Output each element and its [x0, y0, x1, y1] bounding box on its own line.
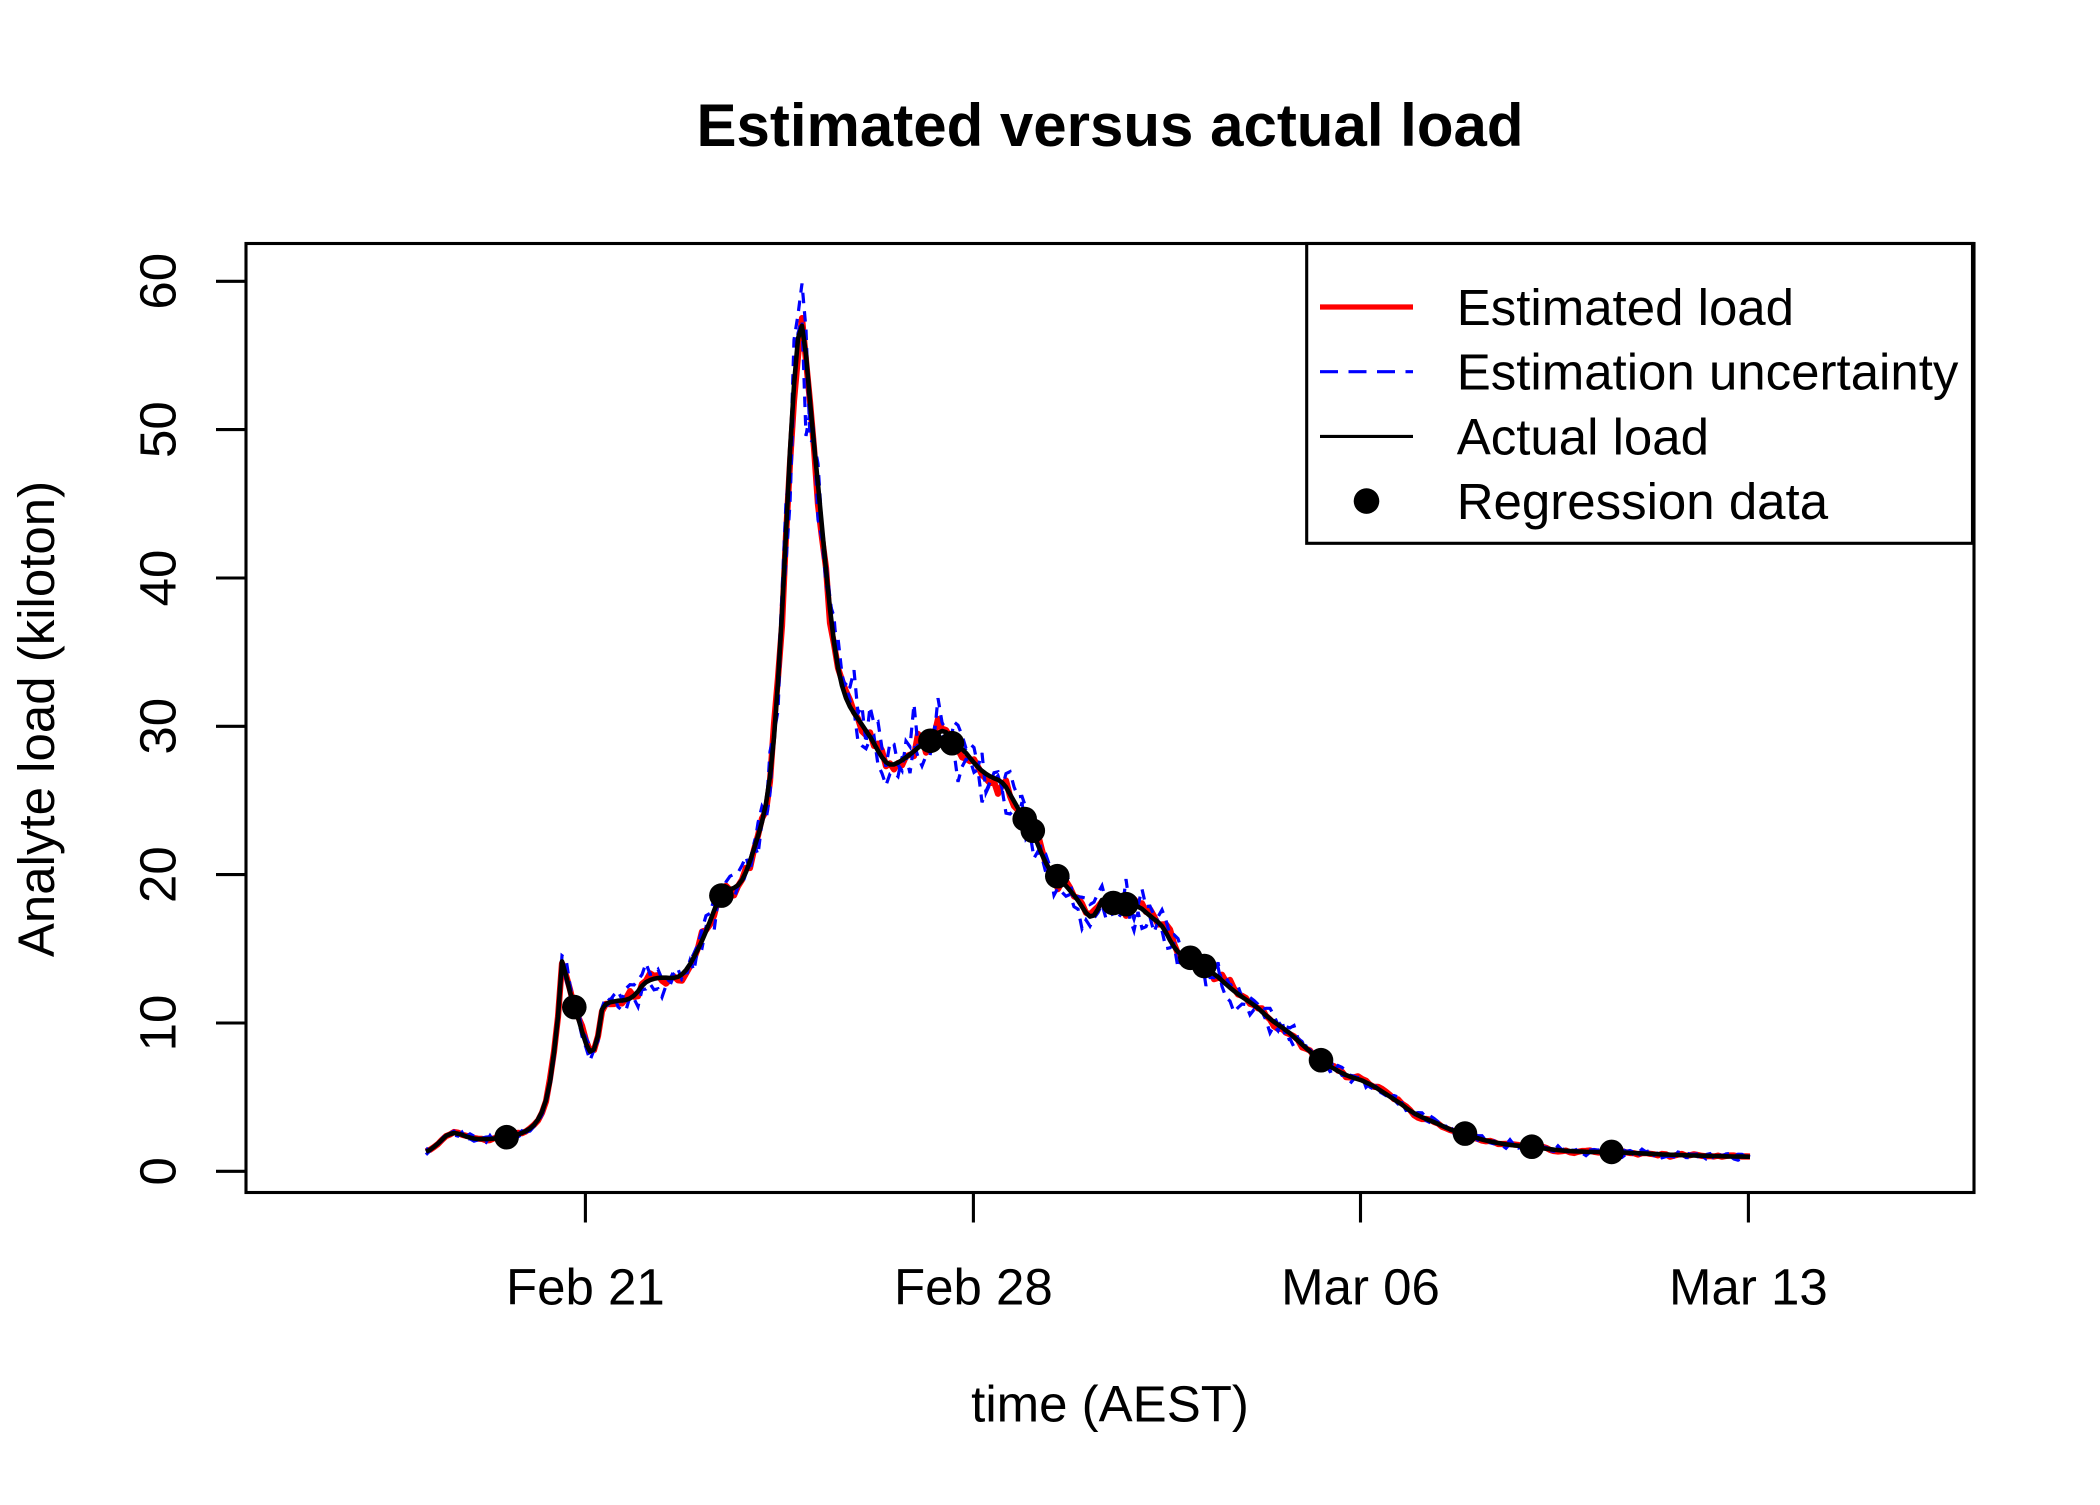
svg-text:Mar 06: Mar 06 [1281, 1259, 1440, 1316]
svg-text:60: 60 [130, 253, 187, 310]
svg-text:50: 50 [130, 401, 187, 458]
svg-text:30: 30 [130, 698, 187, 755]
svg-text:0: 0 [130, 1157, 187, 1185]
svg-text:40: 40 [130, 550, 187, 607]
svg-text:Feb 28: Feb 28 [894, 1259, 1053, 1316]
svg-text:20: 20 [130, 846, 187, 903]
svg-text:Regression data: Regression data [1457, 473, 1829, 530]
svg-text:Feb 21: Feb 21 [506, 1259, 665, 1316]
svg-text:Mar 13: Mar 13 [1669, 1259, 1828, 1316]
svg-text:Actual load: Actual load [1457, 408, 1709, 465]
svg-text:Analyte load (kiloton): Analyte load (kiloton) [8, 481, 65, 957]
svg-text:10: 10 [130, 995, 187, 1052]
svg-text:Estimated load: Estimated load [1457, 279, 1794, 336]
svg-text:Estimation uncertainty: Estimation uncertainty [1457, 344, 1959, 401]
svg-text:Estimated versus actual load: Estimated versus actual load [697, 92, 1524, 159]
svg-text:time (AEST): time (AEST) [971, 1376, 1249, 1433]
